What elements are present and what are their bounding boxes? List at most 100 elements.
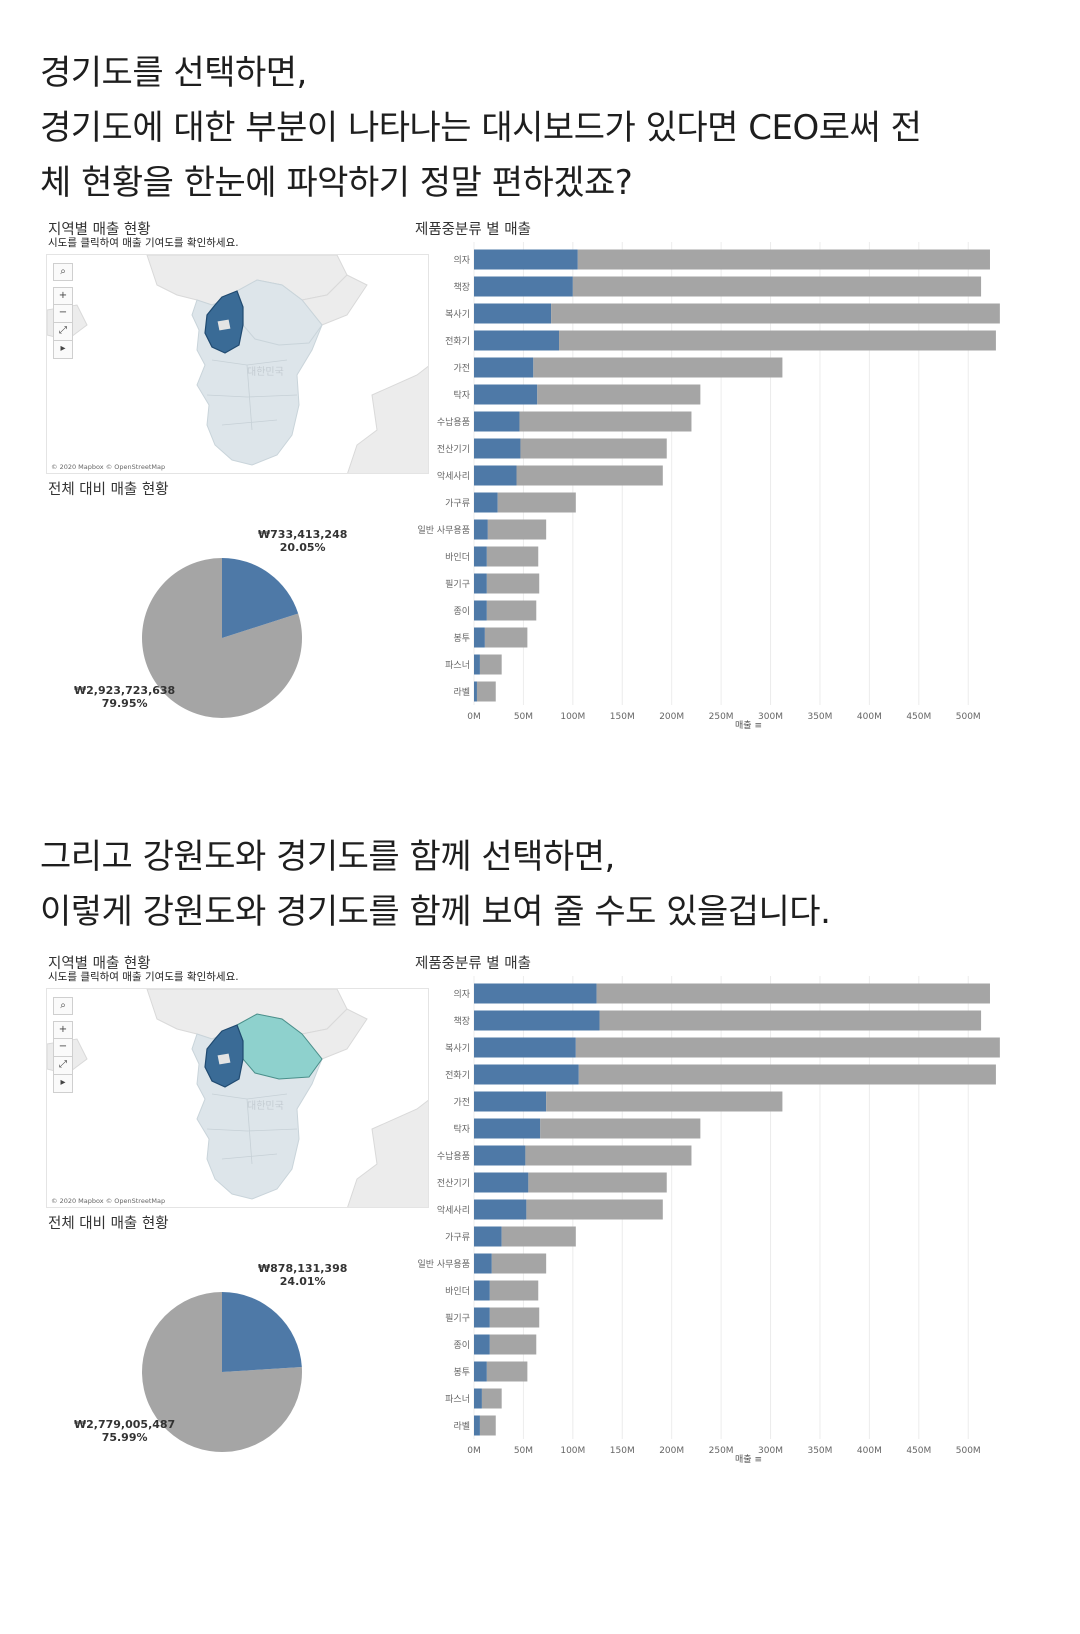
bar-selected[interactable] bbox=[474, 411, 520, 432]
bar-other[interactable] bbox=[596, 983, 990, 1004]
bar-selected[interactable] bbox=[474, 1091, 547, 1112]
bar-other[interactable] bbox=[501, 1226, 576, 1247]
bar-selected[interactable] bbox=[474, 384, 538, 405]
zoom-in-icon[interactable]: + bbox=[53, 1021, 73, 1039]
bar-selected[interactable] bbox=[474, 1226, 502, 1247]
reset-view-icon[interactable]: ⤢ bbox=[53, 323, 73, 341]
bar-chart: 제품중분류 별 매출 의자 책장 복사기 전화기 가전 탁자 수납용품 전산기기 악세사리 가구류… bbox=[410, 952, 1050, 1512]
bar-other[interactable] bbox=[479, 1415, 496, 1436]
sort-icon[interactable]: ≡ bbox=[754, 1455, 762, 1465]
bar-other[interactable] bbox=[486, 600, 537, 621]
zoom-out-icon[interactable]: − bbox=[53, 305, 73, 323]
bar-selected[interactable] bbox=[474, 276, 573, 297]
x-tick-label: 300M bbox=[758, 1446, 783, 1456]
bar-other[interactable] bbox=[486, 573, 540, 594]
bar-other[interactable] bbox=[551, 303, 1000, 324]
bar-other[interactable] bbox=[489, 1280, 539, 1301]
bar-selected[interactable] bbox=[474, 1361, 487, 1382]
x-tick-label: 450M bbox=[906, 712, 931, 722]
bar-selected[interactable] bbox=[474, 492, 498, 513]
play-arrow-icon[interactable]: ▸ bbox=[53, 1075, 73, 1093]
pie-svg[interactable] bbox=[40, 1232, 440, 1512]
bar-selected[interactable] bbox=[474, 1037, 576, 1058]
bar-selected[interactable] bbox=[474, 1118, 541, 1139]
bar-other[interactable] bbox=[486, 546, 539, 567]
bar-selected[interactable] bbox=[474, 438, 521, 459]
sort-icon[interactable]: ≡ bbox=[754, 721, 762, 731]
intro-line-1: 경기도를 선택하면, bbox=[40, 53, 307, 93]
bar-other[interactable] bbox=[476, 681, 496, 702]
bar-other[interactable] bbox=[575, 1037, 1000, 1058]
bar-other[interactable] bbox=[489, 1307, 540, 1328]
pie-chart[interactable]: ₩733,413,248 20.05% ₩2,923,723,638 79.95… bbox=[40, 498, 440, 778]
bar-selected[interactable] bbox=[474, 1145, 526, 1166]
pie-svg[interactable] bbox=[40, 498, 440, 778]
region-map[interactable]: 대한민국 ⌕ + − ⤢ ▸ © 2020 Mapbox © OpenStree… bbox=[46, 988, 429, 1208]
zoom-out-icon[interactable]: − bbox=[53, 1039, 73, 1057]
bar-other[interactable] bbox=[486, 1361, 528, 1382]
bar-selected[interactable] bbox=[474, 1064, 579, 1085]
pie-chart[interactable]: ₩878,131,398 24.01% ₩2,779,005,487 75.99… bbox=[40, 1232, 440, 1512]
bar-other[interactable] bbox=[526, 1199, 663, 1220]
bar-selected[interactable] bbox=[474, 1280, 490, 1301]
category-label: 가전 bbox=[453, 1097, 470, 1108]
bar-other[interactable] bbox=[599, 1010, 982, 1031]
bar-selected[interactable] bbox=[474, 600, 487, 621]
region-map[interactable]: 대한민국 ⌕ + − ⤢ ▸ © 2020 Mapbox © OpenStree… bbox=[46, 254, 429, 474]
bar-selected[interactable] bbox=[474, 1334, 490, 1355]
bar-selected[interactable] bbox=[474, 1172, 529, 1193]
bar-selected[interactable] bbox=[474, 465, 517, 486]
bar-selected[interactable] bbox=[474, 546, 487, 567]
bar-other[interactable] bbox=[489, 1334, 537, 1355]
korea-map[interactable]: 대한민국 bbox=[47, 255, 429, 474]
zoom-in-icon[interactable]: + bbox=[53, 287, 73, 305]
bar-other[interactable] bbox=[519, 411, 692, 432]
map-search-icon[interactable]: ⌕ bbox=[53, 997, 73, 1015]
bar-other[interactable] bbox=[484, 627, 528, 648]
bar-other[interactable] bbox=[516, 465, 663, 486]
bar-other[interactable] bbox=[525, 1145, 692, 1166]
bar-other[interactable] bbox=[559, 330, 996, 351]
bar-other[interactable] bbox=[533, 357, 783, 378]
bar-selected[interactable] bbox=[474, 1010, 600, 1031]
bar-selected[interactable] bbox=[474, 1199, 527, 1220]
bar-selected[interactable] bbox=[474, 1415, 480, 1436]
bar-other[interactable] bbox=[491, 1253, 547, 1274]
bar-selected[interactable] bbox=[474, 1307, 490, 1328]
second-intro-line-2: 이렇게 강원도와 경기도를 함께 보여 줄 수도 있을겁니다. bbox=[40, 892, 831, 932]
pie-slice-selected[interactable] bbox=[222, 1292, 302, 1372]
bar-other[interactable] bbox=[546, 1091, 783, 1112]
bar-selected[interactable] bbox=[474, 681, 477, 702]
bar-other[interactable] bbox=[578, 1064, 996, 1085]
bar-selected[interactable] bbox=[474, 627, 485, 648]
bar-other[interactable] bbox=[528, 1172, 667, 1193]
reset-view-icon[interactable]: ⤢ bbox=[53, 1057, 73, 1075]
bar-selected[interactable] bbox=[474, 519, 488, 540]
pie-slice-selected[interactable] bbox=[222, 558, 299, 638]
japan-land bbox=[347, 365, 428, 473]
play-arrow-icon[interactable]: ▸ bbox=[53, 341, 73, 359]
bar-selected[interactable] bbox=[474, 303, 552, 324]
bar-other[interactable] bbox=[479, 654, 502, 675]
bar-selected[interactable] bbox=[474, 357, 534, 378]
bar-selected[interactable] bbox=[474, 573, 487, 594]
province-borders bbox=[206, 1093, 298, 1165]
bar-selected[interactable] bbox=[474, 1388, 482, 1409]
bar-selected[interactable] bbox=[474, 654, 480, 675]
bar-other[interactable] bbox=[540, 1118, 701, 1139]
bar-other[interactable] bbox=[577, 249, 990, 270]
bar-other[interactable] bbox=[537, 384, 701, 405]
bar-selected[interactable] bbox=[474, 983, 597, 1004]
bar-other[interactable] bbox=[481, 1388, 502, 1409]
bar-other[interactable] bbox=[497, 492, 576, 513]
bar-selected[interactable] bbox=[474, 330, 560, 351]
bar-other[interactable] bbox=[520, 438, 667, 459]
map-country-label: 대한민국 bbox=[247, 1100, 284, 1112]
bar-selected[interactable] bbox=[474, 249, 578, 270]
bar-other[interactable] bbox=[487, 519, 547, 540]
bar-selected[interactable] bbox=[474, 1253, 492, 1274]
korea-map[interactable]: 대한민국 bbox=[47, 989, 429, 1208]
bar-other[interactable] bbox=[572, 276, 982, 297]
map-search-icon[interactable]: ⌕ bbox=[53, 263, 73, 281]
category-label: 가구류 bbox=[445, 498, 470, 509]
